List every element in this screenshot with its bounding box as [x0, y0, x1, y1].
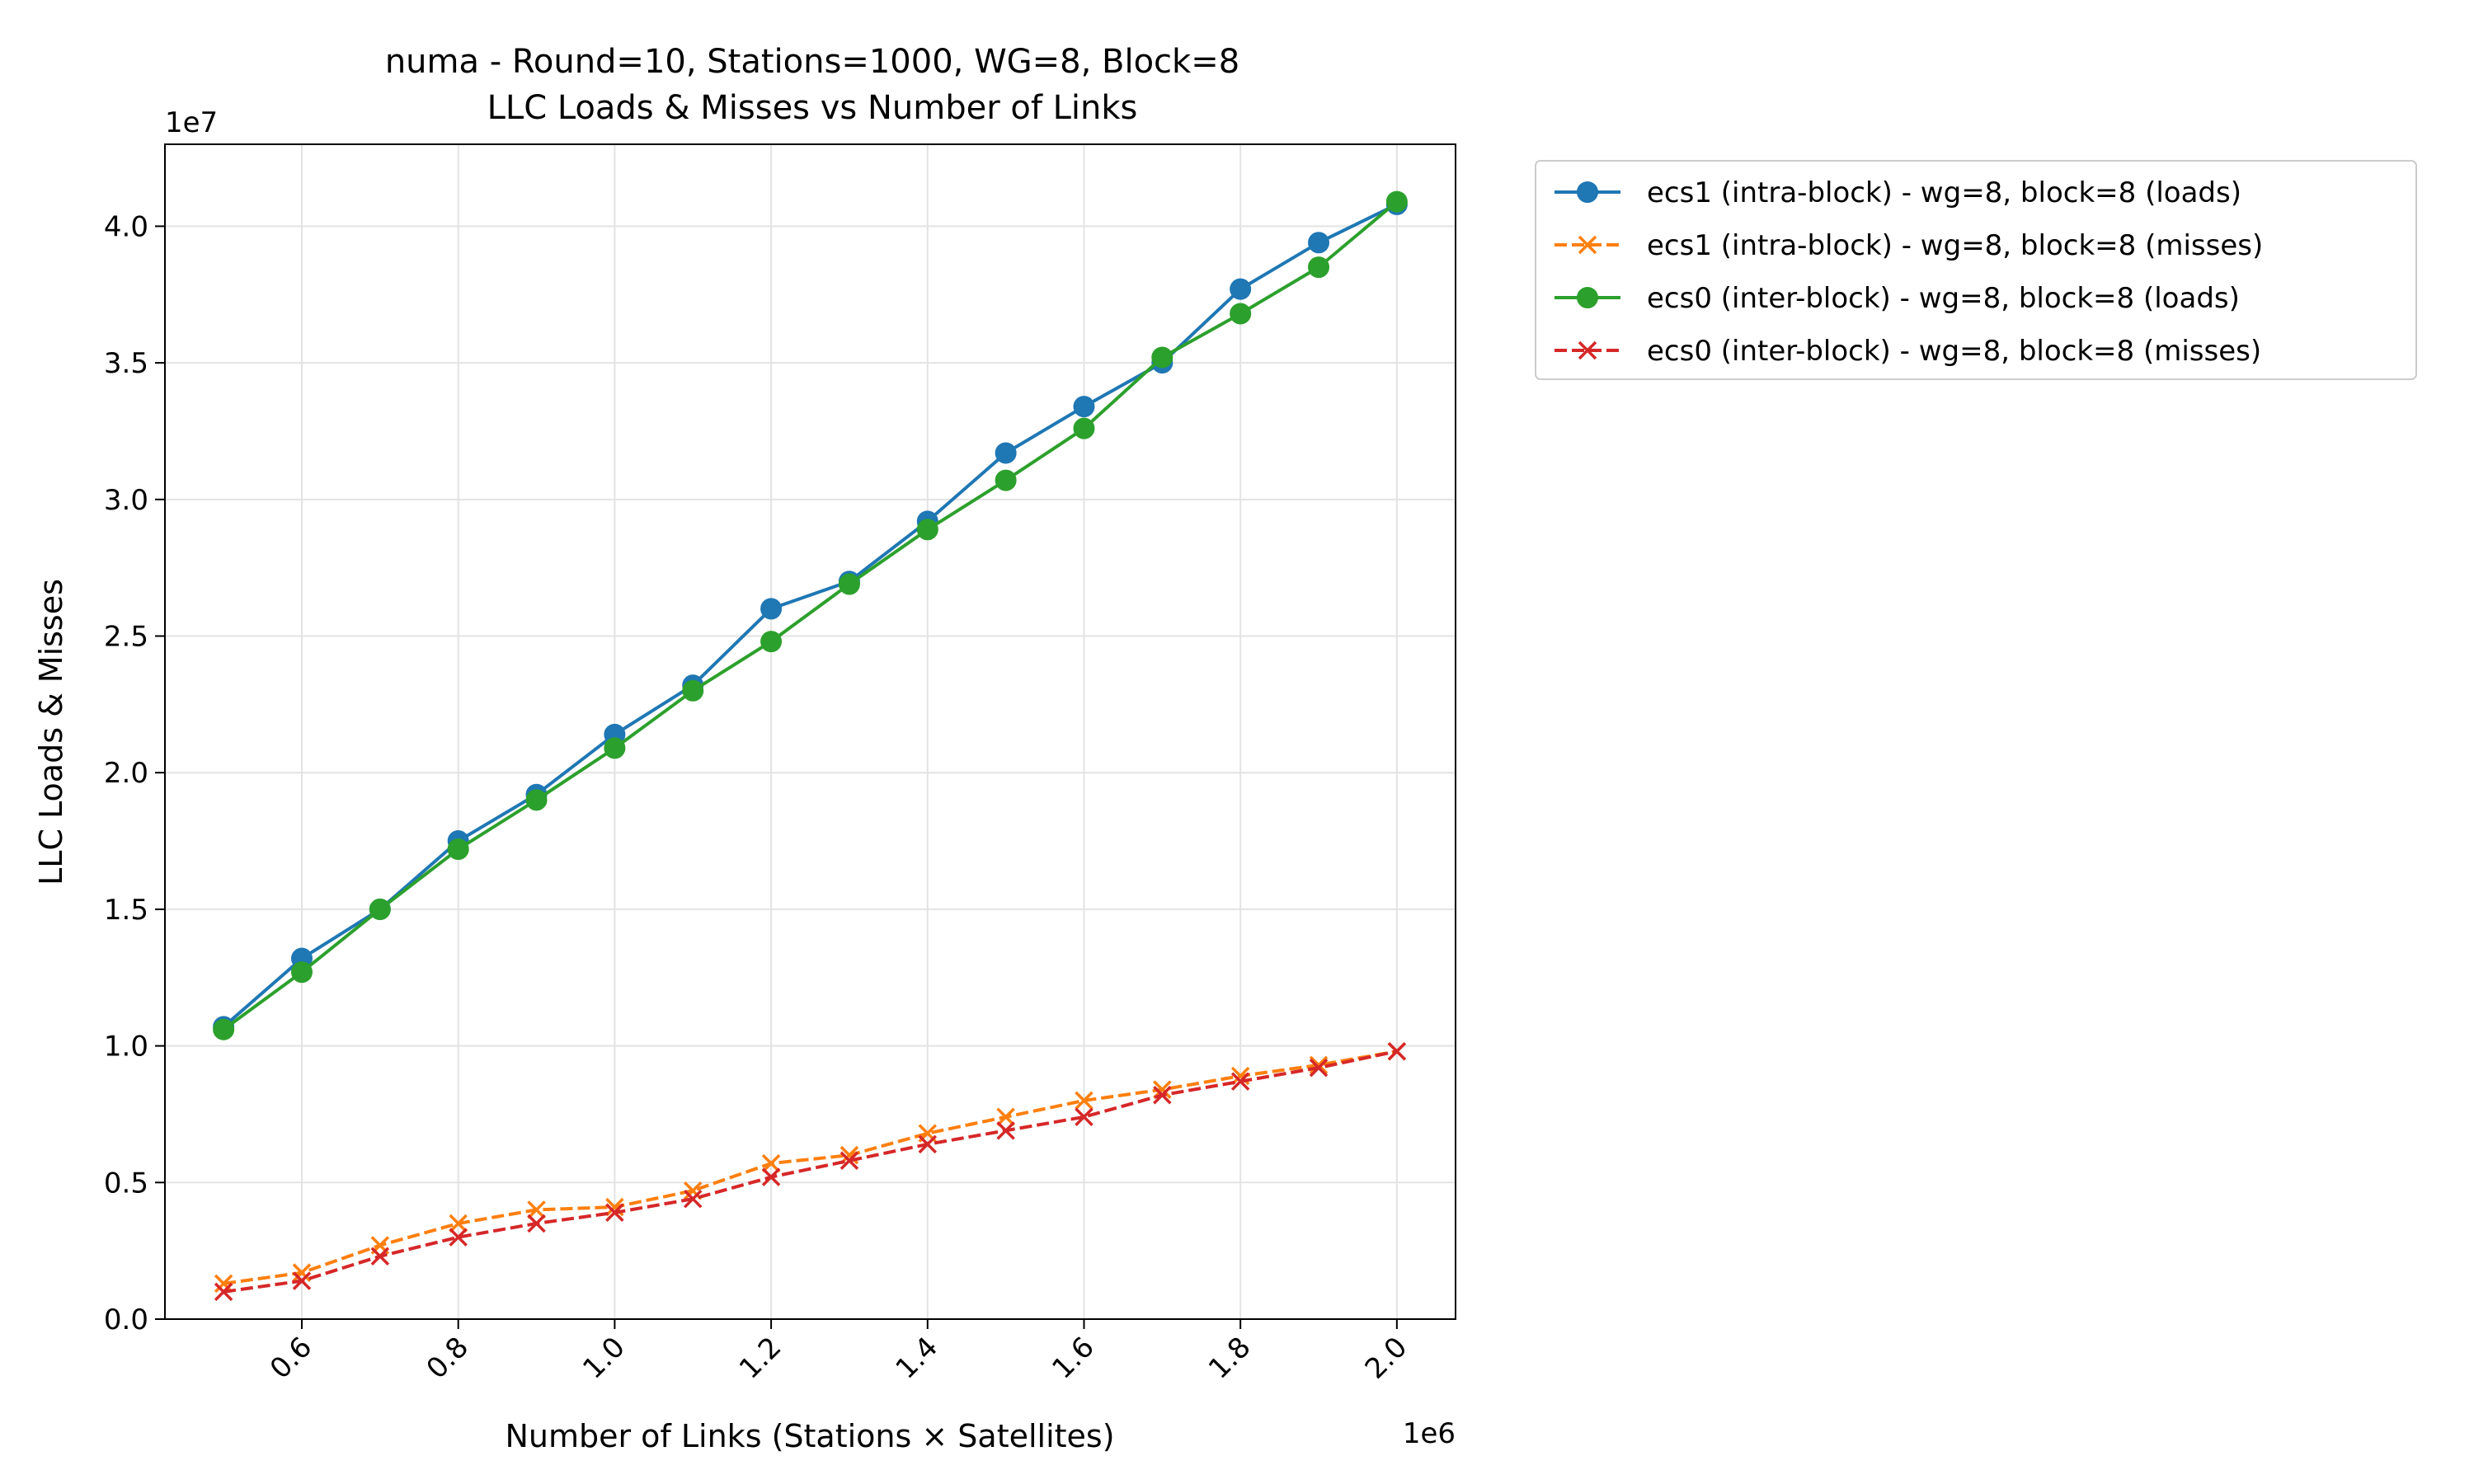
data-point — [1385, 190, 1408, 213]
data-point — [760, 631, 783, 653]
data-point — [918, 1134, 938, 1154]
data-point — [213, 1018, 235, 1040]
legend-label: ecs1 (intra-block) - wg=8, block=8 (load… — [1647, 176, 2241, 209]
data-point — [995, 442, 1017, 464]
data-point — [1230, 278, 1252, 300]
data-point — [1230, 1072, 1250, 1091]
data-point — [449, 1214, 468, 1233]
data-point — [1308, 256, 1330, 279]
data-point — [1309, 1058, 1329, 1078]
data-point — [840, 1151, 859, 1171]
data-point — [292, 1271, 312, 1290]
series-line — [222, 200, 1399, 1031]
data-point — [996, 1107, 1015, 1127]
series-line — [222, 203, 1398, 1028]
data-point — [527, 1214, 546, 1233]
data-point — [605, 1203, 624, 1222]
legend-label: ecs0 (inter-block) - wg=8, block=8 (miss… — [1647, 335, 2261, 368]
data-point — [214, 1282, 233, 1302]
legend-label: ecs0 (inter-block) - wg=8, block=8 (load… — [1647, 282, 2240, 315]
legend-box — [1535, 160, 2417, 380]
legend-marker — [1578, 340, 1597, 360]
data-point — [760, 598, 783, 620]
plot-area-frame — [164, 143, 1456, 1320]
data-point — [449, 1228, 468, 1247]
y-tick-label: 4.0 — [104, 210, 148, 243]
series-line — [223, 1050, 1398, 1285]
data-point — [996, 1121, 1015, 1140]
y-tick-label: 0.0 — [104, 1303, 148, 1336]
data-point — [1075, 1091, 1094, 1111]
y-tick-label: 2.5 — [104, 621, 148, 654]
data-point — [1308, 232, 1330, 254]
data-point — [1153, 1086, 1172, 1105]
legend-label: ecs1 (intra-block) - wg=8, block=8 (miss… — [1647, 229, 2263, 262]
data-point — [916, 519, 938, 541]
y-tick-label: 3.5 — [104, 347, 148, 380]
x-axis-label: Number of Links (Stations × Satellites) — [505, 1418, 1114, 1454]
y-tick-label: 1.5 — [104, 894, 148, 927]
plot-series — [213, 190, 1408, 1302]
data-point — [683, 1189, 703, 1209]
data-point — [527, 1200, 546, 1219]
chart-title: numa - Round=10, Stations=1000, WG=8, Bl… — [385, 43, 1239, 81]
data-point — [290, 961, 313, 984]
y-axis-label: LLC Loads & Misses — [33, 579, 69, 885]
series-group — [213, 190, 1408, 1040]
data-point — [761, 1167, 781, 1186]
data-point — [1151, 346, 1174, 369]
y-axis-exponent: 1e7 — [165, 106, 218, 139]
y-tick-label: 1.0 — [104, 1031, 148, 1064]
data-point — [604, 737, 626, 759]
legend-marker — [1578, 235, 1597, 255]
data-point — [1073, 396, 1095, 418]
data-point — [447, 838, 469, 860]
data-point — [1075, 1107, 1094, 1127]
data-point — [369, 898, 391, 920]
data-point — [1073, 417, 1095, 439]
legend-marker — [1577, 287, 1598, 308]
y-tick-label: 2.0 — [104, 757, 148, 790]
data-point — [214, 1274, 233, 1294]
data-point — [525, 789, 548, 811]
data-point — [761, 1153, 781, 1173]
data-point — [838, 573, 860, 595]
data-point — [1309, 1055, 1329, 1075]
data-point — [682, 679, 704, 702]
data-point — [1387, 1041, 1407, 1061]
data-point — [292, 1263, 312, 1282]
data-point — [370, 1247, 390, 1266]
y-tick-label: 3.0 — [104, 484, 148, 517]
series-line — [223, 1050, 1398, 1294]
x-axis-exponent: 1e6 — [1403, 1417, 1456, 1450]
legend-marker — [1577, 181, 1598, 203]
series-group — [214, 1041, 1407, 1302]
data-point — [1230, 303, 1252, 325]
legend: ecs1 (intra-block) - wg=8, block=8 (load… — [1535, 160, 2417, 380]
y-tick-label: 0.5 — [104, 1167, 148, 1200]
data-point — [995, 469, 1017, 491]
chart-subtitle: LLC Loads & Misses vs Number of Links — [487, 89, 1138, 127]
